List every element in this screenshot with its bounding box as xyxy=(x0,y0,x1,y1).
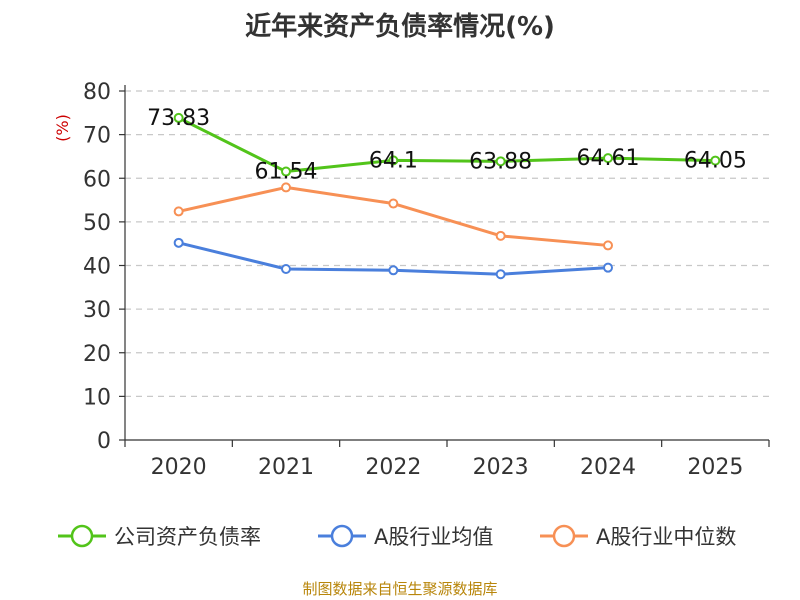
data-point xyxy=(173,206,184,217)
y-tick-label: 20 xyxy=(83,342,111,367)
x-tick-label: 2021 xyxy=(258,455,314,480)
y-tick-label: 40 xyxy=(83,255,111,280)
data-point xyxy=(603,262,613,273)
data-label: 64.1 xyxy=(369,148,418,173)
y-axis-label: (%) xyxy=(53,114,72,142)
legend-label: A股行业中位数 xyxy=(596,525,737,549)
legend-item[interactable]: 公司资产负债率 xyxy=(58,521,261,551)
x-tick-label: 2020 xyxy=(151,455,207,480)
data-labels: 73.83 61.54 64.1 63.88 64.61 64.05 xyxy=(147,106,747,185)
x-tick-label: 2023 xyxy=(473,455,529,480)
series-line xyxy=(178,185,609,247)
legend-swatch-icon xyxy=(540,524,588,548)
source-note: 制图数据来自恒生聚源数据库 xyxy=(302,580,498,598)
data-point xyxy=(173,237,184,248)
data-label: 64.61 xyxy=(577,146,640,171)
data-label: 73.83 xyxy=(147,106,210,131)
data-point xyxy=(281,166,291,177)
legend-item[interactable]: A股行业均值 xyxy=(318,521,493,551)
y-tick-label: 0 xyxy=(97,429,111,454)
data-point xyxy=(710,155,721,166)
data-label: 63.88 xyxy=(469,149,532,174)
legend-swatch-icon xyxy=(58,524,106,548)
chart-title: 近年来资产负债率情况(%) xyxy=(245,12,555,42)
data-point xyxy=(603,153,613,164)
data-label: 61.54 xyxy=(255,160,318,185)
grid-lines xyxy=(125,90,769,397)
data-label: 64.05 xyxy=(684,149,747,174)
data-point xyxy=(173,112,184,123)
data-point xyxy=(495,156,506,167)
legend-item[interactable]: A股行业中位数 xyxy=(540,521,736,551)
axes: 0 10 20 30 40 50 60 70 80 2020 2021 2022 2023 2024 202… xyxy=(83,80,770,480)
data-point xyxy=(281,182,291,193)
y-tick-label: 50 xyxy=(83,211,111,236)
y-tick-label: 70 xyxy=(83,124,111,149)
legend-label: 公司资产负债率 xyxy=(114,525,261,549)
data-point xyxy=(388,155,399,166)
y-tick-label: 10 xyxy=(83,385,111,410)
series xyxy=(173,112,721,280)
x-tick-label: 2024 xyxy=(580,455,636,480)
y-tick-label: 30 xyxy=(83,298,111,323)
data-point xyxy=(495,269,506,280)
data-point xyxy=(388,265,399,276)
data-point xyxy=(388,198,399,209)
legend-label: A股行业均值 xyxy=(374,525,494,549)
x-tick-label: 2022 xyxy=(365,455,421,480)
y-tick-label: 60 xyxy=(83,167,111,192)
data-point xyxy=(495,230,506,241)
legend-swatch-icon xyxy=(318,524,366,548)
data-point xyxy=(603,240,613,251)
series-line xyxy=(177,116,716,174)
x-tick-label: 2025 xyxy=(687,455,743,480)
data-point xyxy=(281,263,291,274)
y-tick-label: 80 xyxy=(83,80,111,105)
